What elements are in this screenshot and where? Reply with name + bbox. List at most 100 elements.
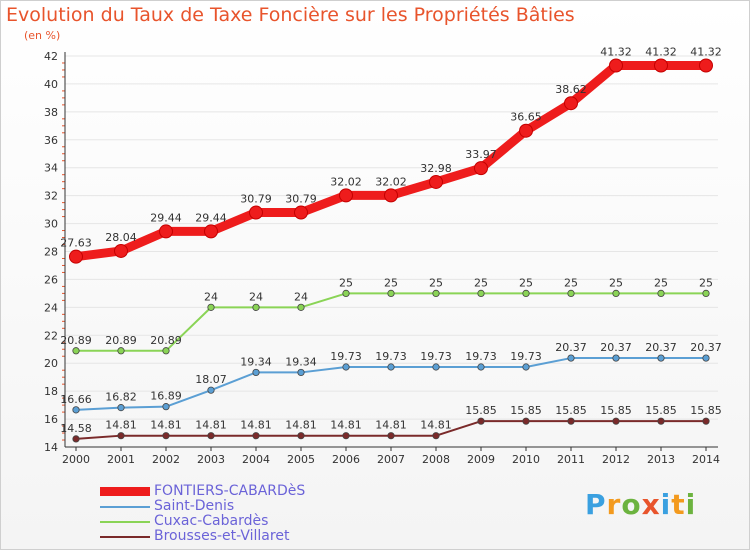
- x-tick-label: 2004: [242, 453, 270, 466]
- data-label: 16.82: [105, 391, 137, 404]
- y-tick-label: 36: [44, 134, 58, 147]
- data-label: 25: [519, 276, 533, 289]
- x-tick-label: 2013: [647, 453, 675, 466]
- y-tick-label: 42: [44, 50, 58, 63]
- y-tick-label: 18: [44, 385, 58, 398]
- data-point: [252, 368, 260, 377]
- data-point: [342, 363, 350, 371]
- data-point: [522, 417, 530, 425]
- data-label: 15.85: [555, 404, 587, 417]
- data-label: 20.37: [690, 341, 722, 354]
- x-tick-label: 2009: [467, 453, 495, 466]
- data-label: 25: [654, 276, 668, 289]
- data-label: 25: [564, 276, 578, 289]
- data-label: 15.85: [510, 404, 542, 417]
- legend-label-cuxac: Cuxac-Cabardès: [154, 513, 269, 529]
- data-point: [117, 432, 125, 440]
- data-point: [432, 432, 440, 440]
- y-tick-label: 32: [44, 190, 58, 203]
- data-label: 19.73: [465, 350, 497, 363]
- data-point: [159, 224, 173, 239]
- legend-item-saint-denis[interactable]: Saint-Denis: [100, 498, 360, 514]
- legend-swatch-cuxac: [100, 521, 150, 523]
- data-point: [207, 303, 215, 311]
- legend-swatch-brousses: [100, 536, 150, 538]
- data-point: [162, 432, 170, 440]
- y-tick-label: 16: [44, 413, 58, 426]
- legend-item-fontiers[interactable]: FONTIERS-CABARDèS: [100, 483, 360, 499]
- data-label: 20.37: [555, 341, 587, 354]
- y-tick-label: 38: [44, 106, 58, 119]
- data-point: [567, 289, 575, 297]
- data-label: 25: [474, 276, 488, 289]
- chart-title: Evolution du Taux de Taxe Foncière sur l…: [6, 4, 575, 26]
- data-point: [72, 435, 80, 443]
- data-point: [252, 432, 260, 440]
- data-label: 28.04: [105, 231, 137, 244]
- x-tick-label: 2003: [197, 453, 225, 466]
- data-point: [477, 363, 485, 371]
- data-label: 16.66: [60, 393, 92, 406]
- y-tick-label: 14: [44, 441, 58, 454]
- legend-item-cuxac[interactable]: Cuxac-Cabardès: [100, 513, 360, 529]
- data-point: [294, 205, 308, 220]
- data-point: [387, 289, 395, 297]
- legend-item-brousses[interactable]: Brousses-et-Villaret: [100, 528, 360, 544]
- x-tick-label: 2011: [557, 453, 585, 466]
- data-point: [477, 417, 485, 425]
- data-label: 41.32: [690, 45, 722, 58]
- data-point: [474, 161, 488, 176]
- data-point: [612, 289, 620, 297]
- y-tick-label: 40: [44, 78, 58, 91]
- data-point: [522, 289, 530, 297]
- y-tick-label: 26: [44, 273, 58, 286]
- data-label: 29.44: [150, 211, 182, 224]
- x-tick-label: 2008: [422, 453, 450, 466]
- data-label: 14.58: [60, 422, 92, 435]
- data-point: [657, 354, 665, 362]
- data-label: 15.85: [600, 404, 632, 417]
- data-label: 15.85: [645, 404, 677, 417]
- data-label: 36.65: [510, 111, 542, 124]
- data-label: 14.81: [285, 419, 317, 432]
- data-label: 41.32: [600, 45, 632, 58]
- data-label: 27.63: [60, 237, 92, 250]
- x-tick-label: 2010: [512, 453, 540, 466]
- data-label: 32.02: [375, 175, 407, 188]
- x-tick-label: 2005: [287, 453, 315, 466]
- data-label: 38.62: [555, 83, 587, 96]
- data-label: 20.37: [645, 341, 677, 354]
- data-point: [432, 289, 440, 297]
- x-tick-label: 2002: [152, 453, 180, 466]
- data-label: 18.07: [195, 373, 227, 386]
- y-tick-label: 20: [44, 357, 58, 370]
- y-axis-unit: (en %): [24, 29, 61, 42]
- y-tick-label: 22: [44, 329, 58, 342]
- data-point: [657, 289, 665, 297]
- data-label: 33.97: [465, 148, 497, 161]
- data-point: [564, 96, 578, 111]
- data-label: 19.73: [330, 350, 362, 363]
- data-label: 20.89: [60, 334, 92, 347]
- x-tick-label: 2000: [62, 453, 90, 466]
- data-label: 24: [249, 290, 263, 303]
- data-label: 24: [204, 290, 218, 303]
- data-label: 20.89: [150, 334, 182, 347]
- data-label: 14.81: [240, 419, 272, 432]
- data-label: 20.37: [600, 341, 632, 354]
- data-label: 15.85: [465, 404, 497, 417]
- data-label: 14.81: [105, 419, 137, 432]
- data-point: [342, 289, 350, 297]
- legend-swatch-fontiers: [100, 487, 150, 496]
- data-point: [567, 417, 575, 425]
- legend-label-fontiers: FONTIERS-CABARDèS: [154, 483, 306, 499]
- data-point: [204, 224, 218, 239]
- data-point: [699, 58, 713, 73]
- data-point: [429, 174, 443, 189]
- data-point: [69, 249, 83, 264]
- data-label: 19.73: [375, 350, 407, 363]
- data-point: [522, 363, 530, 371]
- data-point: [297, 303, 305, 311]
